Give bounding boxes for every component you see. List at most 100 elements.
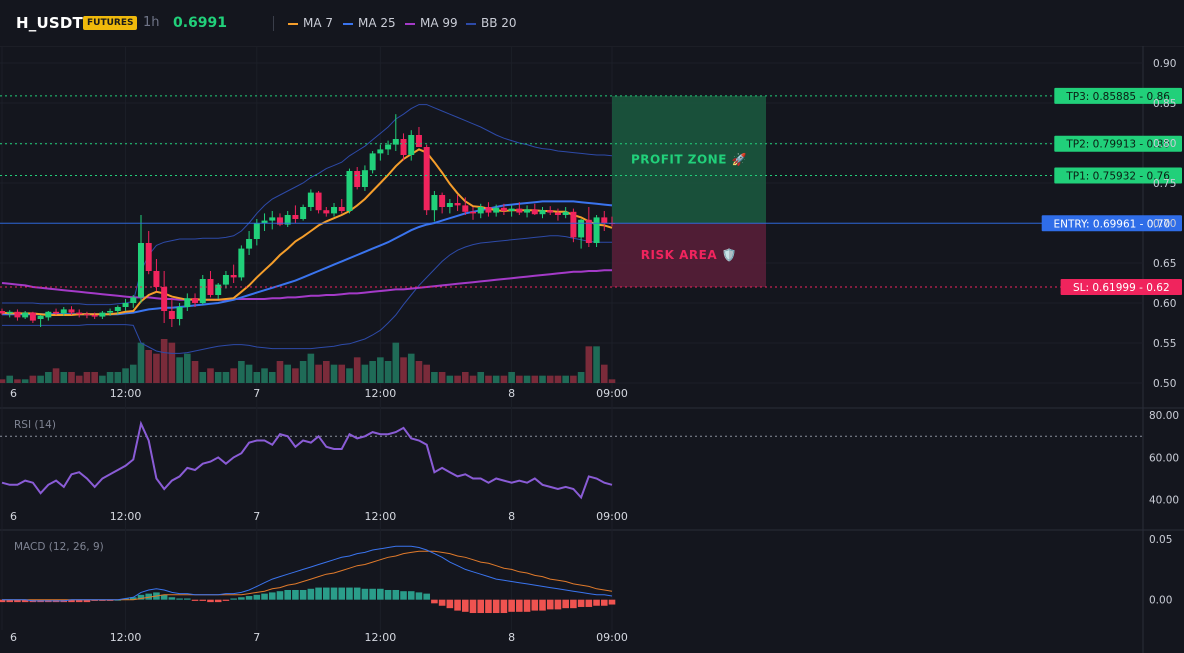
rsi-pane[interactable]: RSI (14) — [0, 419, 1143, 500]
candle-body — [508, 208, 515, 211]
symbol-title[interactable]: H_USDT — [16, 14, 83, 32]
candle-body — [338, 207, 345, 211]
macd-histogram-bar — [608, 599, 616, 605]
macd-histogram-bar — [207, 599, 214, 603]
macd-histogram-bar — [253, 594, 261, 600]
volume-bar — [214, 372, 222, 383]
volume-bar — [37, 375, 44, 383]
candle-body — [369, 153, 376, 171]
candle-body — [246, 239, 253, 249]
macd-histogram-bar — [508, 599, 515, 612]
volume-bar — [276, 361, 284, 383]
candle-body — [423, 147, 430, 211]
candle-body — [354, 171, 361, 187]
macd-histogram-bar — [531, 599, 539, 611]
macd-histogram-bar — [214, 599, 222, 603]
macd-histogram-bar — [261, 593, 268, 600]
volume-bar — [75, 375, 83, 383]
candle-body — [524, 209, 531, 213]
macd-histogram-bar — [276, 591, 284, 600]
macd-histogram-bar — [75, 599, 83, 603]
volume-bar — [268, 372, 276, 383]
macd-pane[interactable]: MACD (12, 26, 9) — [0, 541, 616, 614]
macd-histogram-bar — [353, 587, 361, 600]
volume-bar — [176, 357, 183, 383]
volume-bar — [253, 372, 261, 383]
macd-title: MACD (12, 26, 9) — [14, 541, 104, 553]
volume-bar — [60, 372, 68, 383]
macd-histogram-bar — [431, 599, 438, 604]
candle-body — [570, 211, 577, 238]
candle-body — [585, 219, 592, 243]
candle-body — [346, 171, 353, 211]
volume-bar — [539, 375, 546, 383]
candle-body — [60, 309, 67, 314]
macd-histogram-bar — [299, 589, 307, 600]
x-tick-label: 12:00 — [365, 387, 397, 400]
macd-histogram-bar — [323, 587, 330, 600]
volume-bar — [145, 350, 153, 383]
macd-histogram-bar — [469, 599, 477, 614]
volume-bar — [461, 372, 469, 383]
price-ytick-label: 0.70 — [1153, 218, 1176, 230]
candle-body — [168, 311, 175, 319]
candle-body — [323, 210, 330, 214]
axis-layer: 0.50 0.55 0.60 0.65 0.70 0.75 0.80 0.85 0.90 40.0… — [10, 58, 1179, 644]
candle-body — [292, 215, 299, 219]
volume-bar — [361, 364, 369, 383]
macd-histogram-bar — [384, 589, 392, 600]
candle-body — [307, 192, 314, 207]
volume-bar — [346, 368, 353, 383]
macd-histogram-bar — [245, 596, 253, 600]
legend-ma99[interactable]: MA 99 — [405, 0, 458, 46]
macd-histogram-bar — [230, 598, 237, 600]
macd-histogram-bar — [330, 587, 338, 600]
macd-histogram-bar — [454, 599, 461, 611]
candle-body — [578, 219, 585, 238]
macd-histogram-bar — [21, 599, 29, 603]
volume-bar — [446, 375, 454, 383]
risk-area-label: RISK AREA 🛡️ — [641, 248, 737, 262]
macd-histogram-bar — [593, 599, 600, 606]
candle-body — [331, 207, 338, 214]
rsi-line — [1, 420, 613, 500]
candle-body — [114, 307, 121, 311]
legend-ma99-swatch — [405, 22, 415, 25]
price-ytick-label: 0.85 — [1153, 98, 1176, 110]
legend-ma7-swatch — [288, 22, 298, 25]
macd-histogram-bar — [600, 599, 608, 606]
x-tick-label: 12:00 — [110, 510, 142, 523]
macd-histogram-bar — [292, 589, 299, 600]
candle-body — [431, 195, 438, 211]
legend-bb20[interactable]: BB 20 — [466, 0, 517, 46]
volume-bar — [570, 375, 577, 383]
level-label-tp1: TP1: 0.75932 - 0.76 — [1065, 171, 1170, 183]
volume-bar — [21, 379, 29, 383]
macd-histogram-bar — [184, 598, 191, 600]
macd-histogram-bar — [160, 594, 168, 600]
candle-body — [601, 217, 608, 223]
level-tag-tp2 — [1054, 135, 1182, 152]
x-tick-label: 09:00 — [596, 510, 628, 523]
macd-histogram-bar — [145, 593, 153, 600]
x-tick-label: 12:00 — [365, 631, 397, 644]
macd-histogram-bar — [377, 588, 384, 600]
legend-ma25[interactable]: MA 25 — [343, 0, 396, 46]
macd-histogram-bar — [83, 599, 91, 603]
volume-bar — [523, 375, 531, 383]
macd-histogram-bar — [477, 599, 485, 614]
legend-ma7[interactable]: MA 7 — [288, 0, 333, 46]
candle-body — [315, 192, 322, 211]
price-ytick-label: 0.50 — [1153, 378, 1176, 390]
volume-bar — [299, 361, 307, 383]
macd-histogram-bar — [176, 598, 183, 600]
volume-bar — [384, 361, 392, 383]
macd-histogram-bar — [546, 599, 554, 610]
legend-ma7-label: MA 7 — [303, 16, 334, 30]
candle-body — [300, 207, 307, 219]
candle-body — [392, 139, 399, 145]
price-ytick-label: 0.55 — [1153, 338, 1176, 350]
volume-bar — [500, 375, 508, 383]
timeframe-label[interactable]: 1h — [143, 15, 160, 30]
price-pane[interactable]: PROFIT ZONE 🚀 RISK AREA 🛡️ TP3: 0.85885 - … — [0, 87, 1182, 383]
